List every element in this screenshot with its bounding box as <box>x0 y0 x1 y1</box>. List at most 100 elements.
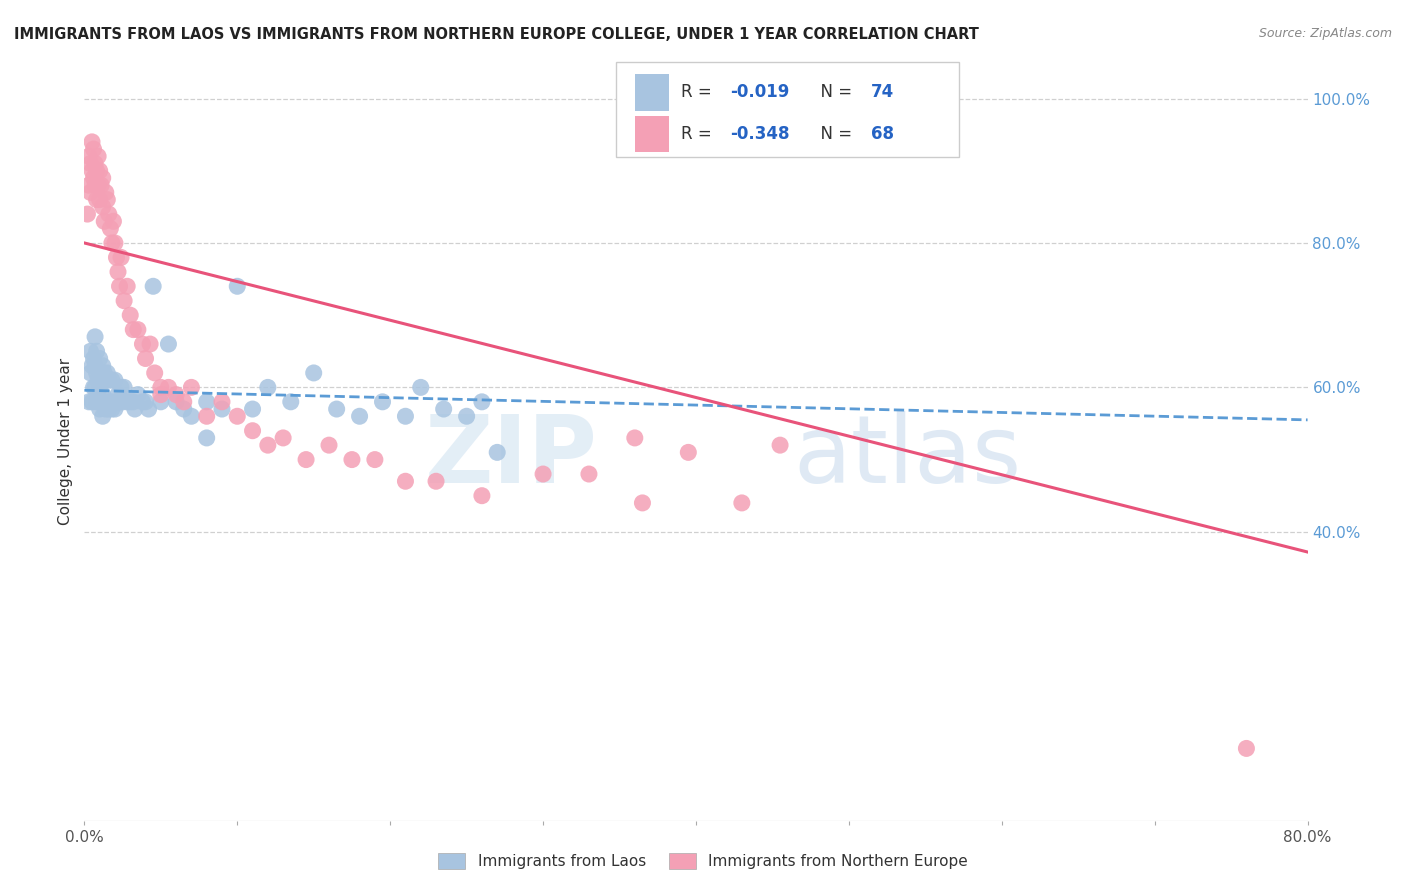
Point <box>138 402 160 417</box>
Point <box>456 409 478 424</box>
Point <box>86 163 108 178</box>
Point <box>471 394 494 409</box>
Point <box>91 171 114 186</box>
Point <box>364 452 387 467</box>
Point <box>80 135 103 149</box>
Point <box>86 394 108 409</box>
Point <box>97 402 120 417</box>
Text: -0.348: -0.348 <box>730 125 790 144</box>
Point <box>98 394 121 409</box>
Point <box>80 163 103 178</box>
Text: Source: ZipAtlas.com: Source: ZipAtlas.com <box>1258 27 1392 40</box>
Point <box>112 380 135 394</box>
Point <box>93 214 115 228</box>
Point <box>257 438 280 452</box>
Point <box>409 380 432 394</box>
Point <box>149 380 172 394</box>
Point <box>97 207 120 221</box>
Point <box>731 496 754 510</box>
Point <box>107 265 129 279</box>
Point <box>77 394 100 409</box>
Point <box>90 366 112 380</box>
Point <box>84 359 107 373</box>
Point <box>111 394 134 409</box>
Point <box>139 337 162 351</box>
Point <box>242 402 264 417</box>
Point <box>280 394 302 409</box>
Text: R =: R = <box>682 125 717 144</box>
Point <box>83 380 105 394</box>
Point <box>531 467 554 481</box>
Point <box>86 344 108 359</box>
Text: R =: R = <box>682 83 717 102</box>
Point <box>108 394 131 409</box>
Point <box>180 380 202 394</box>
Point <box>96 193 118 207</box>
Point <box>84 156 107 170</box>
Point <box>127 323 149 337</box>
Point <box>349 409 371 424</box>
FancyBboxPatch shape <box>616 62 959 157</box>
Point <box>104 235 127 250</box>
Point <box>211 394 233 409</box>
Point <box>394 475 416 489</box>
Point <box>84 330 107 344</box>
Legend: Immigrants from Laos, Immigrants from Northern Europe: Immigrants from Laos, Immigrants from No… <box>432 847 974 875</box>
Point <box>173 394 195 409</box>
Point <box>86 193 108 207</box>
Point <box>86 366 108 380</box>
Point <box>110 251 132 265</box>
Point <box>84 380 107 394</box>
Point <box>425 475 447 489</box>
Point <box>101 402 124 417</box>
Point <box>96 366 118 380</box>
Point <box>131 394 153 409</box>
Point <box>112 293 135 308</box>
Point <box>127 387 149 401</box>
Point <box>91 387 114 401</box>
Point <box>84 178 107 193</box>
Point <box>226 409 249 424</box>
Point <box>79 186 101 200</box>
FancyBboxPatch shape <box>636 116 669 153</box>
Point <box>101 373 124 387</box>
Point <box>83 351 105 366</box>
Point <box>96 394 118 409</box>
Point <box>80 359 103 373</box>
Point <box>211 402 233 417</box>
Point <box>257 380 280 394</box>
Text: atlas: atlas <box>794 410 1022 503</box>
Point <box>97 373 120 387</box>
Point <box>91 200 114 214</box>
Point <box>107 387 129 401</box>
Point <box>89 380 111 394</box>
Point <box>93 366 115 380</box>
Point <box>83 171 105 186</box>
Point <box>180 409 202 424</box>
Point <box>83 142 105 156</box>
Point <box>90 178 112 193</box>
Point <box>79 156 101 170</box>
Point <box>101 235 124 250</box>
Point <box>394 409 416 424</box>
Text: -0.019: -0.019 <box>730 83 790 102</box>
Point <box>165 387 187 401</box>
Point <box>87 178 110 193</box>
Point <box>165 394 187 409</box>
Y-axis label: College, Under 1 year: College, Under 1 year <box>58 358 73 525</box>
Point <box>471 489 494 503</box>
Point <box>94 186 117 200</box>
Point <box>578 467 600 481</box>
Point <box>142 279 165 293</box>
Point <box>486 445 509 459</box>
Point <box>624 431 647 445</box>
Point <box>195 431 218 445</box>
Text: 74: 74 <box>870 83 894 102</box>
Point <box>105 251 128 265</box>
Point <box>173 402 195 417</box>
Point <box>678 445 700 459</box>
Text: N =: N = <box>810 125 858 144</box>
Point <box>94 402 117 417</box>
Point <box>80 394 103 409</box>
Point <box>89 193 111 207</box>
